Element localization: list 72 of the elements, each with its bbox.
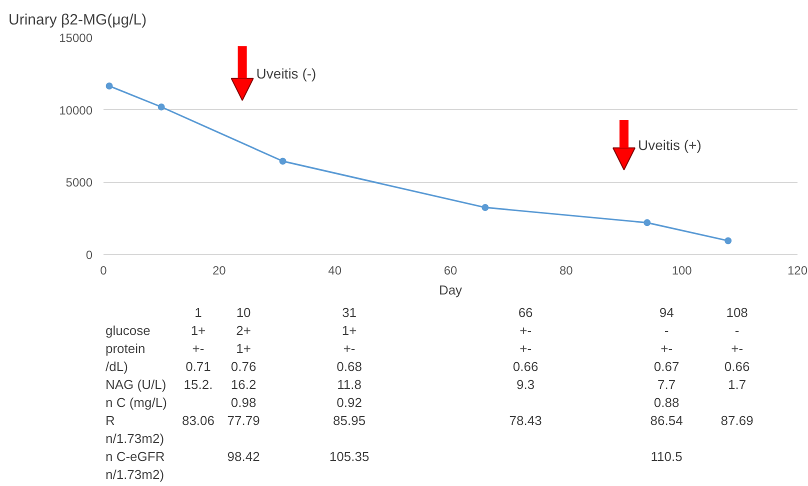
text: /dL) bbox=[106, 359, 128, 374]
text: 0.92 bbox=[336, 395, 362, 410]
text: +- bbox=[520, 323, 532, 338]
text: 0.98 bbox=[230, 395, 256, 410]
text: +- bbox=[192, 341, 204, 356]
text: 83.06 bbox=[182, 413, 215, 428]
point bbox=[158, 103, 165, 110]
x-tick-label: 60 bbox=[444, 264, 458, 278]
text: 0.71 bbox=[186, 359, 211, 374]
text: 0.68 bbox=[336, 359, 362, 374]
text: 105.35 bbox=[329, 449, 370, 464]
text: +- bbox=[343, 341, 356, 356]
text: 85.95 bbox=[333, 413, 366, 428]
x-tick-label: 100 bbox=[672, 264, 692, 278]
text: +- bbox=[731, 341, 744, 356]
text: 87.69 bbox=[720, 413, 754, 428]
text: 1+ bbox=[190, 323, 206, 338]
text: n/1.73m2) bbox=[106, 431, 164, 446]
text: - bbox=[664, 323, 669, 338]
y-tick-label: 10000 bbox=[59, 103, 93, 118]
text: +- bbox=[660, 341, 673, 356]
y-tick-label: 5000 bbox=[66, 176, 93, 190]
text: 0.66 bbox=[512, 359, 538, 374]
text: 77.79 bbox=[227, 413, 260, 428]
x-tick-label: 120 bbox=[787, 264, 808, 278]
text: 98.42 bbox=[227, 449, 260, 464]
annotation: Uveitis (+) bbox=[638, 136, 702, 153]
text: 10 bbox=[236, 305, 251, 320]
annotation: Uveitis (-) bbox=[256, 65, 316, 82]
x-tick-label: 40 bbox=[328, 264, 342, 278]
x-tick-label: 20 bbox=[212, 264, 226, 278]
point bbox=[644, 219, 651, 226]
y-tick-label: 0 bbox=[86, 248, 93, 262]
text: 7.7 bbox=[658, 377, 676, 392]
text: 0.76 bbox=[230, 359, 256, 374]
text: 1+ bbox=[236, 341, 251, 356]
text: 86.54 bbox=[650, 413, 683, 428]
text: 2+ bbox=[236, 323, 251, 338]
text: 1.7 bbox=[728, 377, 746, 392]
text: glucose bbox=[106, 323, 150, 338]
x-tick-label: 80 bbox=[559, 264, 574, 278]
text: n/1.73m2) bbox=[106, 467, 164, 482]
text: n C (mg/L) bbox=[106, 395, 167, 410]
text: 66 bbox=[518, 305, 533, 320]
point bbox=[724, 237, 732, 244]
text: 0.66 bbox=[724, 359, 750, 374]
text: protein bbox=[106, 341, 146, 356]
text: 94 bbox=[659, 305, 674, 320]
x-axis-title: Day bbox=[438, 282, 463, 298]
text: R bbox=[106, 413, 115, 428]
text: +- bbox=[520, 341, 532, 356]
text: 11.8 bbox=[337, 377, 362, 392]
text: 0.88 bbox=[654, 395, 680, 410]
text: 16.2 bbox=[230, 377, 256, 392]
text: 15.2. bbox=[184, 377, 213, 392]
point bbox=[482, 204, 489, 211]
text: 1+ bbox=[342, 323, 357, 338]
text: 108 bbox=[726, 305, 748, 320]
point bbox=[279, 158, 286, 165]
y-axis-title: Urinary β2-MG(μg/L) bbox=[8, 12, 147, 28]
text: 110.5 bbox=[650, 449, 682, 464]
text: 31 bbox=[342, 305, 357, 320]
text: 9.3 bbox=[516, 377, 535, 392]
text: - bbox=[734, 323, 740, 338]
text: NAG (U/L) bbox=[106, 377, 166, 392]
y-tick-label: 15000 bbox=[59, 31, 93, 45]
text: n C-eGFR bbox=[106, 449, 165, 464]
point bbox=[106, 82, 113, 90]
text: 1 bbox=[194, 305, 202, 320]
text: 0.67 bbox=[654, 359, 680, 374]
x-tick-label: 0 bbox=[100, 264, 108, 278]
text: 78.43 bbox=[509, 413, 542, 428]
